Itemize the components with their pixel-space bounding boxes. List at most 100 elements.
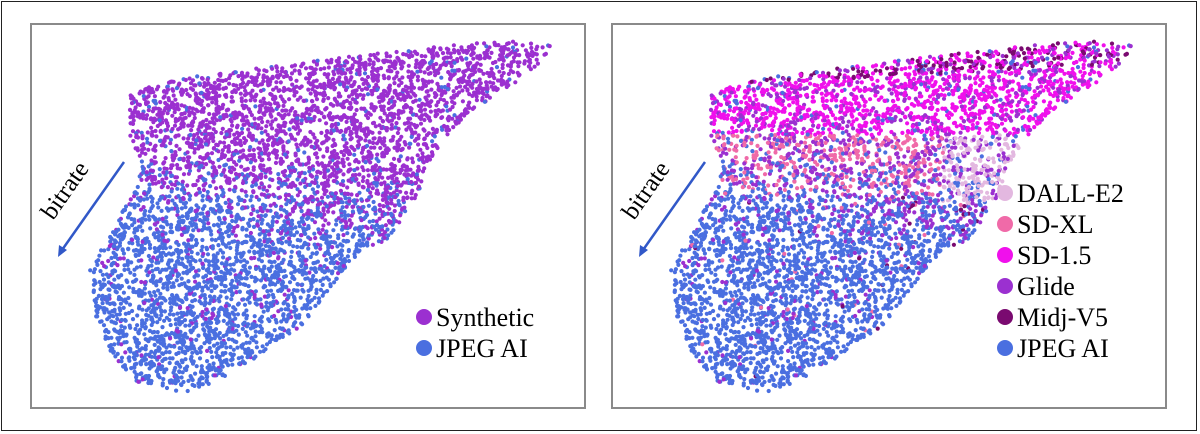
scatter-point-jpeg-ai bbox=[154, 283, 159, 288]
scatter-point-synthetic bbox=[169, 182, 175, 187]
scatter-point-jpeg-ai bbox=[240, 359, 246, 364]
scatter-point-synthetic bbox=[154, 134, 159, 139]
scatter-point-synthetic bbox=[422, 166, 427, 171]
scatter-point-jpeg-ai bbox=[189, 376, 194, 381]
scatter-point-synthetic bbox=[151, 147, 156, 152]
scatter-point-synthetic bbox=[308, 91, 313, 96]
scatter-point-synthetic bbox=[462, 73, 467, 78]
scatter-point-synthetic bbox=[386, 218, 392, 224]
scatter-point-synthetic bbox=[181, 172, 187, 177]
scatter-point-jpeg-ai bbox=[140, 170, 146, 175]
scatter-point-jpeg-ai bbox=[135, 248, 140, 253]
scatter-point-synthetic bbox=[230, 139, 235, 144]
scatter-point-jpeg-ai bbox=[287, 262, 292, 267]
scatter-point-synthetic bbox=[345, 67, 350, 72]
scatter-point-synthetic bbox=[166, 199, 171, 204]
scatter-point-jpeg-ai bbox=[118, 221, 123, 226]
scatter-point-synthetic bbox=[161, 170, 166, 175]
scatter-point-jpeg-ai bbox=[121, 305, 126, 310]
scatter-point-synthetic bbox=[406, 69, 411, 74]
scatter-point-jpeg-ai bbox=[215, 258, 220, 263]
scatter-point-jpeg-ai bbox=[352, 152, 357, 157]
scatter-point-jpeg-ai bbox=[179, 276, 184, 281]
scatter-point-jpeg-ai bbox=[157, 173, 162, 178]
scatter-point-synthetic bbox=[355, 143, 360, 149]
scatter-point-synthetic bbox=[325, 74, 330, 80]
scatter-point-jpeg-ai bbox=[281, 312, 286, 317]
scatter-point-jpeg-ai bbox=[136, 341, 141, 346]
scatter-point-jpeg-ai bbox=[238, 259, 243, 264]
scatter-point-synthetic bbox=[444, 100, 449, 105]
scatter-point-jpeg-ai bbox=[181, 201, 186, 206]
scatter-point-jpeg-ai bbox=[245, 297, 250, 302]
scatter-point-synthetic bbox=[258, 88, 264, 93]
scatter-point-synthetic bbox=[306, 76, 312, 81]
scatter-point-synthetic bbox=[258, 99, 263, 104]
scatter-point-synthetic bbox=[261, 167, 267, 173]
scatter-point-jpeg-ai bbox=[121, 251, 126, 256]
scatter-point-synthetic bbox=[276, 123, 281, 128]
scatter-point-synthetic bbox=[281, 103, 286, 108]
scatter-point-synthetic bbox=[173, 175, 178, 180]
scatter-point-synthetic bbox=[303, 196, 308, 201]
scatter-point-jpeg-ai bbox=[238, 281, 243, 286]
scatter-point-synthetic bbox=[547, 44, 552, 49]
scatter-point-jpeg-ai bbox=[281, 181, 286, 186]
scatter-point-synthetic bbox=[314, 97, 320, 102]
scatter-point-synthetic bbox=[248, 91, 253, 96]
scatter-point-synthetic bbox=[348, 115, 353, 120]
scatter-point-synthetic bbox=[386, 184, 391, 189]
scatter-point-jpeg-ai bbox=[292, 269, 297, 274]
scatter-point-synthetic bbox=[294, 158, 299, 164]
scatter-point-synthetic bbox=[158, 129, 163, 134]
scatter-point-jpeg-ai bbox=[152, 309, 157, 314]
scatter-point-synthetic bbox=[326, 65, 331, 70]
scatter-point-jpeg-ai bbox=[258, 316, 263, 321]
scatter-point-jpeg-ai bbox=[442, 84, 447, 90]
scatter-point-jpeg-ai bbox=[295, 282, 300, 287]
scatter-point-synthetic bbox=[298, 162, 303, 167]
scatter-point-jpeg-ai bbox=[203, 142, 209, 147]
scatter-point-synthetic bbox=[307, 112, 312, 117]
scatter-point-jpeg-ai bbox=[147, 217, 152, 222]
scatter-point-jpeg-ai bbox=[294, 230, 300, 235]
scatter-point-jpeg-ai bbox=[215, 203, 220, 208]
scatter-point-synthetic bbox=[193, 209, 198, 214]
scatter-point-jpeg-ai bbox=[299, 209, 304, 214]
scatter-point-jpeg-ai bbox=[135, 184, 140, 190]
scatter-point-synthetic bbox=[540, 45, 545, 50]
scatter-point-synthetic bbox=[476, 90, 482, 95]
scatter-point-jpeg-ai bbox=[211, 343, 217, 348]
scatter-point-synthetic bbox=[161, 143, 166, 148]
scatter-point-jpeg-ai bbox=[203, 177, 208, 182]
scatter-point-synthetic bbox=[323, 133, 328, 138]
scatter-point-jpeg-ai bbox=[276, 180, 282, 185]
scatter-point-jpeg-ai bbox=[246, 346, 251, 351]
scatter-point-synthetic bbox=[342, 113, 347, 118]
scatter-point-synthetic bbox=[159, 185, 164, 190]
scatter-point-jpeg-ai bbox=[327, 240, 333, 245]
scatter-point-synthetic bbox=[298, 171, 303, 176]
scatter-point-jpeg-ai bbox=[246, 284, 251, 289]
scatter-point-jpeg-ai bbox=[144, 317, 149, 322]
scatter-point-synthetic bbox=[484, 80, 489, 85]
scatter-point-jpeg-ai bbox=[216, 223, 221, 228]
scatter-point-synthetic bbox=[128, 197, 133, 202]
scatter-point-synthetic bbox=[185, 150, 190, 155]
scatter-point-synthetic bbox=[370, 186, 375, 191]
scatter-point-jpeg-ai bbox=[210, 355, 215, 360]
scatter-point-jpeg-ai bbox=[123, 297, 128, 302]
scatter-point-jpeg-ai bbox=[312, 295, 317, 300]
scatter-point-synthetic bbox=[242, 85, 247, 90]
scatter-point-jpeg-ai bbox=[219, 172, 224, 177]
scatter-point-jpeg-ai bbox=[312, 231, 317, 236]
scatter-point-synthetic bbox=[318, 67, 323, 72]
scatter-point-synthetic bbox=[288, 120, 293, 125]
scatter-point-jpeg-ai bbox=[246, 221, 251, 226]
scatter-point-synthetic bbox=[119, 342, 124, 347]
scatter-point-jpeg-ai bbox=[185, 388, 190, 394]
scatter-point-synthetic bbox=[270, 74, 275, 79]
scatter-point-jpeg-ai bbox=[323, 251, 328, 256]
scatter-point-synthetic bbox=[292, 204, 297, 209]
scatter-point-jpeg-ai bbox=[218, 232, 223, 238]
